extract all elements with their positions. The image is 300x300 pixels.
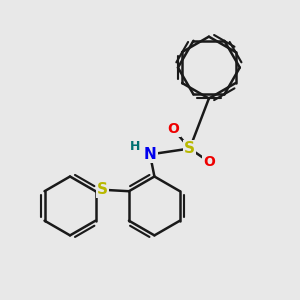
Text: S: S <box>184 141 195 156</box>
Text: O: O <box>203 155 215 169</box>
Text: H: H <box>130 140 140 153</box>
Text: N: N <box>144 147 156 162</box>
Text: O: O <box>168 122 179 136</box>
Text: S: S <box>97 182 108 197</box>
